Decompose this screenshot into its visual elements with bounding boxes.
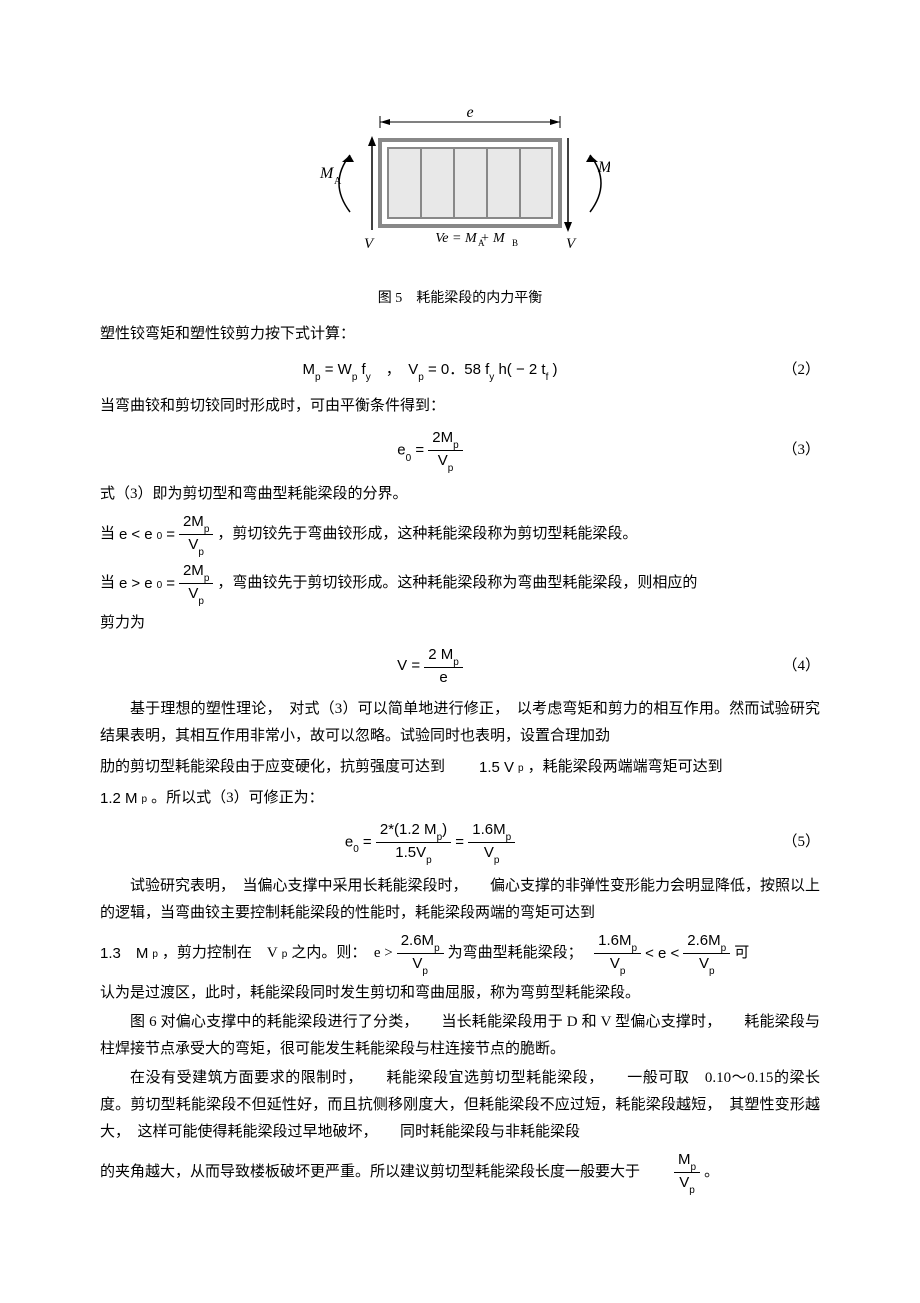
text-shear: 剪力为	[100, 610, 820, 637]
text-p4b: 肋的剪切型耗能梁段由于应变硬化，抗剪强度可达到 1.5 Vp ，耗能梁段两端端弯…	[100, 754, 820, 781]
line-e-gt: 当 e > e0 = 2MpVp ，弯曲铰先于剪切铰形成。这种耗能梁段称为弯曲型…	[100, 561, 820, 606]
equation-5: e0 = 2*(1.2 Mp)1.5Vp = 1.6MpVp （5）	[100, 820, 820, 865]
svg-text:e: e	[466, 104, 473, 121]
equation-2: Mp = Wp fy ， Vp = 0．58 fy h( − 2 tf ) （2…	[100, 356, 820, 385]
svg-text:A: A	[334, 176, 342, 187]
line-e-lt: 当 e < e0 = 2MpVp ，剪切铰先于弯曲铰形成，这种耗能梁段称为剪切型…	[100, 512, 820, 557]
figure-5: e M A M B V V Ve = M + M A B	[100, 100, 820, 280]
text-p8b: 的夹角越大，从而导致楼板破坏更严重。所以建议剪切型耗能梁段长度一般要大于 MpV…	[100, 1150, 820, 1195]
text-p6: 认为是过渡区，此时，耗能梁段同时发生剪切和弯曲屈服，称为弯剪型耗能梁段。	[100, 980, 820, 1007]
text-p4: 基于理想的塑性理论， 对式（3）可以简单地进行修正， 以考虑弯矩和剪力的相互作用…	[100, 696, 820, 750]
text-p4c: 1.2 Mp 。所以式（3）可修正为：	[100, 785, 820, 812]
svg-text:V: V	[364, 236, 375, 252]
equation-3: e0 = 2MpVp （3）	[100, 428, 820, 473]
text-p1: 塑性铰弯矩和塑性铰剪力按下式计算：	[100, 321, 820, 348]
figure-5-caption: 图 5 耗能梁段的内力平衡	[100, 286, 820, 311]
equation-4: V = 2 Mpe （4）	[100, 645, 820, 688]
text-p8: 在没有受建筑方面要求的限制时， 耗能梁段宜选剪切型耗能梁段， 一般可取 0.10…	[100, 1065, 820, 1146]
text-p3: 式（3）即为剪切型和弯曲型耗能梁段的分界。	[100, 481, 820, 508]
svg-text:M: M	[319, 165, 335, 182]
svg-text:A: A	[478, 238, 485, 248]
text-p5: 试验研究表明， 当偏心支撑中采用长耗能梁段时， 偏心支撑的非弹性变形能力会明显降…	[100, 873, 820, 927]
text-p2: 当弯曲铰和剪切铰同时形成时，可由平衡条件得到：	[100, 393, 820, 420]
svg-text:M: M	[597, 159, 610, 176]
svg-text:B: B	[512, 238, 518, 248]
beam-diagram: e M A M B V V Ve = M + M A B	[310, 100, 610, 270]
line-1p3: 1.3 Mp ，剪力控制在 Vp 之内。则： e > 2.6MpVp 为弯曲型耗…	[100, 931, 820, 976]
svg-text:Ve = M + M: Ve = M + M	[435, 231, 506, 246]
svg-text:V: V	[566, 236, 577, 252]
text-p7: 图 6 对偏心支撑中的耗能梁段进行了分类， 当长耗能梁段用于 D 和 V 型偏心…	[100, 1009, 820, 1063]
